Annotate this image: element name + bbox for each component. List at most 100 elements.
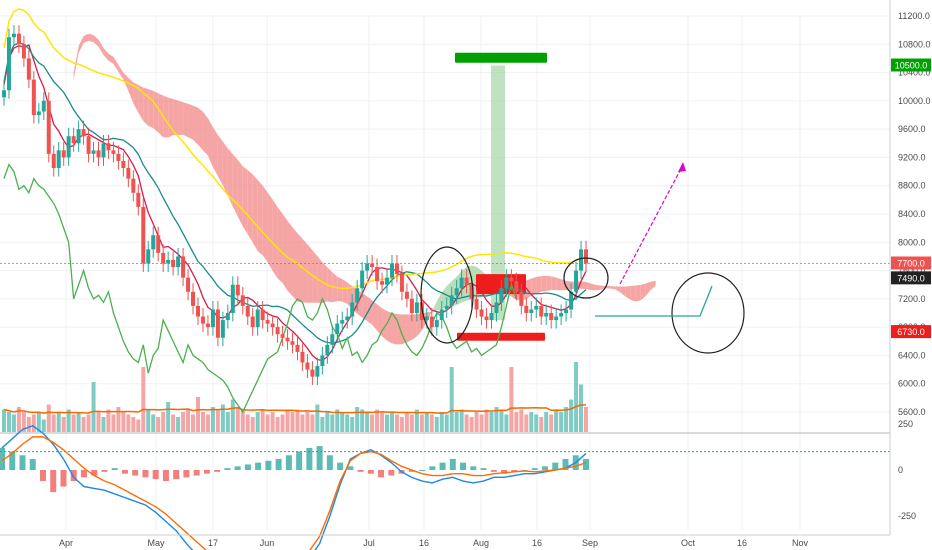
volume-bar [365, 412, 370, 432]
macd-histogram-bar [316, 446, 323, 470]
candle-up [350, 302, 355, 317]
candle-up [151, 235, 156, 250]
volume-bar [404, 412, 409, 432]
candle-down [509, 277, 514, 282]
price-tick-label: 8000.0 [898, 237, 926, 247]
candle-up [345, 316, 350, 321]
candle-up [36, 111, 41, 115]
price-tag-label: 10500.0 [895, 61, 928, 71]
candle-down [270, 323, 275, 328]
macd-histogram-bar [460, 462, 467, 470]
cloud-segment-bear [531, 276, 537, 296]
volume-bar [56, 412, 61, 432]
price-tag [891, 271, 931, 285]
volume-bar [96, 412, 101, 432]
cloud-segment-bear [73, 46, 79, 80]
cloud-segment-bear [173, 99, 179, 136]
volume-bar [489, 412, 494, 432]
cloud-segment-bear [546, 275, 552, 292]
annotation-circle [671, 272, 745, 354]
volume-bar [2, 409, 6, 432]
cloud-segment-bear [247, 170, 253, 243]
volume-bar [166, 402, 171, 432]
volume-bar [509, 367, 514, 432]
candle-up [569, 291, 574, 310]
candle-down [380, 281, 385, 285]
macd-histogram-bar [29, 458, 36, 470]
volume-bar [116, 407, 121, 432]
candle-up [494, 302, 499, 313]
candle-down [186, 277, 191, 292]
volume-bar [399, 417, 404, 432]
cloud-segment-bear [227, 148, 233, 207]
volume-bar [126, 414, 131, 432]
macd-histogram-bar [511, 470, 518, 472]
price-tick-label: 5600.0 [898, 407, 926, 417]
time-tick-label: 16 [737, 538, 747, 548]
cloud-segment-bear [392, 313, 397, 345]
candle-down [310, 369, 315, 377]
candle-down [539, 305, 544, 317]
candle-down [280, 334, 285, 338]
volume-bar [499, 409, 504, 432]
cloud-segment-bear [242, 166, 248, 235]
cloud-segment-bear [396, 314, 402, 345]
cloud-segment-bear [193, 105, 198, 145]
volume-bar [81, 417, 86, 432]
volume-bar [61, 417, 66, 432]
volume-bar [101, 417, 106, 432]
volume-bar [196, 397, 200, 432]
candle-up [424, 316, 429, 321]
price-tick-label: 7200.0 [898, 294, 926, 304]
macd-histogram-bar [449, 458, 456, 470]
volume-bar [524, 414, 529, 432]
candle-up [101, 143, 106, 158]
candle-up [335, 323, 340, 335]
candle-down [71, 136, 76, 144]
signal-line [1, 436, 587, 550]
cloud-segment-bear [600, 285, 606, 290]
cloud-segment-bear [292, 227, 298, 302]
volume-bar [380, 412, 385, 432]
volume-bar [205, 414, 210, 432]
cloud-segment-bear [93, 35, 99, 47]
volume-bar [46, 404, 51, 432]
macd-histogram-bar [193, 470, 200, 476]
cloud-segment-bear [272, 199, 278, 279]
candle-up [6, 37, 11, 91]
candle-up [559, 313, 564, 317]
volume-bar [210, 407, 215, 432]
macd-histogram-bar [378, 470, 385, 478]
time-tick-label: Jun [260, 538, 275, 548]
volume-bar [245, 414, 250, 432]
cloud-segment-bear [217, 134, 223, 186]
candle-down [514, 281, 519, 292]
candle-down [240, 295, 245, 306]
candle-up [434, 320, 439, 328]
volume-bar [469, 417, 474, 432]
candle-up [11, 33, 16, 38]
volume-bar [300, 414, 305, 432]
candle-down [131, 178, 136, 193]
volume-bar [76, 412, 81, 432]
cloud-segment-bear [635, 284, 641, 302]
volume-bar [574, 362, 579, 432]
candle-up [41, 100, 46, 112]
macd-histogram-bar [542, 466, 549, 470]
volume-bar [390, 412, 394, 432]
candle-up [225, 313, 230, 321]
volume-bar [519, 409, 524, 432]
volume-bar [240, 409, 245, 432]
volume-bar [385, 414, 390, 432]
volume-bar [340, 412, 345, 432]
cloud-segment-bear [277, 207, 283, 283]
volume-bar [375, 409, 380, 432]
volume-bar [16, 407, 21, 432]
candle-up [574, 270, 579, 292]
price-tick-label: 10000.0 [898, 96, 931, 106]
macd-histogram-bar [255, 462, 262, 470]
cloud-segment-bear [327, 267, 333, 303]
cloud-segment-bear [610, 286, 616, 290]
macd-histogram-bar [285, 455, 292, 470]
